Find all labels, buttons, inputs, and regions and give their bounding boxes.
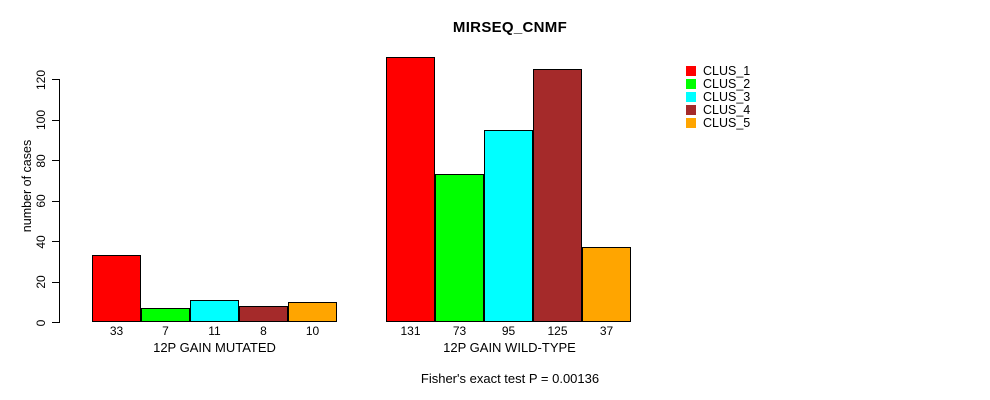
- legend-swatch: [686, 105, 696, 115]
- footer-caption: Fisher's exact test P = 0.00136: [420, 371, 600, 386]
- bar-value-label: 73: [452, 324, 467, 338]
- bar-clus_2-group1: [141, 308, 190, 322]
- y-tick: [52, 119, 60, 121]
- legend-entry: CLUS_1: [686, 64, 751, 78]
- group-label-mutated: 12P GAIN MUTATED: [153, 340, 276, 355]
- y-tick: [52, 281, 60, 283]
- legend-label: CLUS_2: [703, 77, 751, 91]
- bar-clus_1-group2: [386, 57, 435, 322]
- bar-value-label: 33: [109, 324, 124, 338]
- legend-entry: CLUS_4: [686, 103, 751, 117]
- bar-value-label: 8: [260, 324, 267, 338]
- legend-swatch: [686, 66, 696, 76]
- y-tick-label: 40: [34, 234, 48, 249]
- bar-clus_1-group1: [92, 255, 141, 322]
- bar-clus_3-group1: [190, 300, 239, 322]
- chart-title: MIRSEQ_CNMF: [452, 19, 568, 36]
- bar-clus_2-group2: [435, 174, 484, 322]
- y-tick: [52, 160, 60, 161]
- bar-clus_4-group1: [239, 306, 288, 322]
- y-tick-label: 80: [34, 153, 48, 168]
- bar-clus_5-group1: [288, 302, 337, 322]
- legend-entry: CLUS_5: [686, 116, 751, 130]
- bar-value-label: 131: [400, 324, 421, 338]
- bar-value-label: 10: [305, 324, 320, 338]
- bar-clus_5-group2: [582, 247, 631, 322]
- y-tick: [52, 322, 60, 323]
- legend-label: CLUS_4: [703, 103, 751, 117]
- y-tick: [52, 79, 60, 80]
- legend: CLUS_1 CLUS_2 CLUS_3 CLUS_4 CLUS_5: [686, 64, 751, 130]
- legend-label: CLUS_5: [703, 116, 751, 130]
- y-tick-label: 100: [34, 109, 48, 131]
- bar-value-label: 7: [162, 324, 169, 338]
- legend-label: CLUS_3: [703, 90, 751, 104]
- bar-value-label: 11: [208, 324, 221, 338]
- y-tick: [52, 241, 60, 242]
- y-tick-label: 120: [34, 69, 48, 90]
- group-label-wild-type: 12P GAIN WILD-TYPE: [443, 340, 576, 355]
- y-tick-label: 60: [34, 194, 48, 208]
- y-tick-label: 0: [34, 319, 48, 326]
- legend-swatch: [686, 79, 696, 89]
- bar-value-label: 37: [599, 324, 614, 338]
- legend-entry: CLUS_2: [686, 77, 751, 91]
- legend-label: CLUS_1: [703, 64, 751, 78]
- bar-clus_4-group2: [533, 69, 582, 322]
- bar-value-label: 125: [547, 324, 568, 338]
- bar-value-label: 95: [501, 324, 516, 338]
- legend-entry: CLUS_3: [686, 90, 751, 104]
- bar-clus_3-group2: [484, 130, 533, 322]
- y-tick: [52, 200, 60, 202]
- y-tick-label: 20: [34, 275, 48, 289]
- legend-swatch: [686, 92, 696, 102]
- y-axis-label: number of cases: [20, 139, 34, 233]
- legend-swatch: [686, 118, 696, 128]
